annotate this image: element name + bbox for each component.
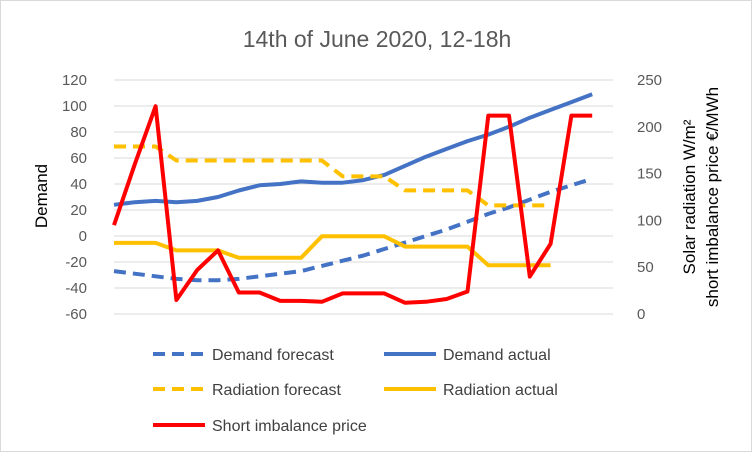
y2-axis-title-line2: short imbalance price €/MWh bbox=[703, 87, 722, 307]
y2-axis-title-line1: Solar radiation W/m² bbox=[680, 119, 699, 274]
y2-tick-label: 250 bbox=[637, 72, 662, 89]
gridlines bbox=[114, 79, 613, 315]
y-tick-label: 20 bbox=[70, 202, 87, 219]
y-tick-label: 80 bbox=[70, 124, 87, 141]
y-tick-label: -40 bbox=[65, 280, 87, 297]
series-line-radiation-actual bbox=[114, 234, 551, 268]
series-line-short-imbalance-price bbox=[112, 104, 593, 305]
series-lines bbox=[112, 92, 593, 305]
series-line-demand-actual bbox=[113, 92, 593, 207]
series-line-demand-forecast bbox=[113, 176, 593, 283]
right-axis-ticks: 250 200 150 100 50 0 bbox=[637, 72, 662, 323]
y2-tick-label: 50 bbox=[637, 259, 654, 276]
y-tick-label: 120 bbox=[62, 72, 87, 89]
legend: Demand forecast Demand actual Radiation fo… bbox=[153, 347, 558, 435]
y-axis-title: Demand bbox=[32, 164, 51, 228]
y2-tick-label: 200 bbox=[637, 119, 662, 136]
y2-tick-label: 0 bbox=[637, 306, 645, 323]
legend-label: Demand forecast bbox=[212, 347, 334, 364]
y-tick-label: 60 bbox=[70, 150, 87, 167]
legend-label: Demand actual bbox=[443, 347, 551, 364]
y2-tick-label: 150 bbox=[637, 166, 662, 183]
legend-label: Short imbalance price bbox=[212, 418, 367, 435]
legend-label: Radiation actual bbox=[443, 382, 558, 399]
legend-label: Radiation forecast bbox=[212, 382, 342, 399]
y-tick-label: 0 bbox=[79, 228, 87, 245]
chart-title: 14th of June 2020, 12-18h bbox=[243, 26, 512, 52]
y-tick-label: 100 bbox=[62, 98, 87, 115]
left-axis-ticks: 120 100 80 60 40 20 0 -20 -40 -60 bbox=[62, 72, 87, 323]
y-tick-label: -20 bbox=[65, 254, 87, 271]
y-tick-label: -60 bbox=[65, 306, 87, 323]
y-tick-label: 40 bbox=[70, 176, 87, 193]
y2-tick-label: 100 bbox=[637, 212, 662, 229]
